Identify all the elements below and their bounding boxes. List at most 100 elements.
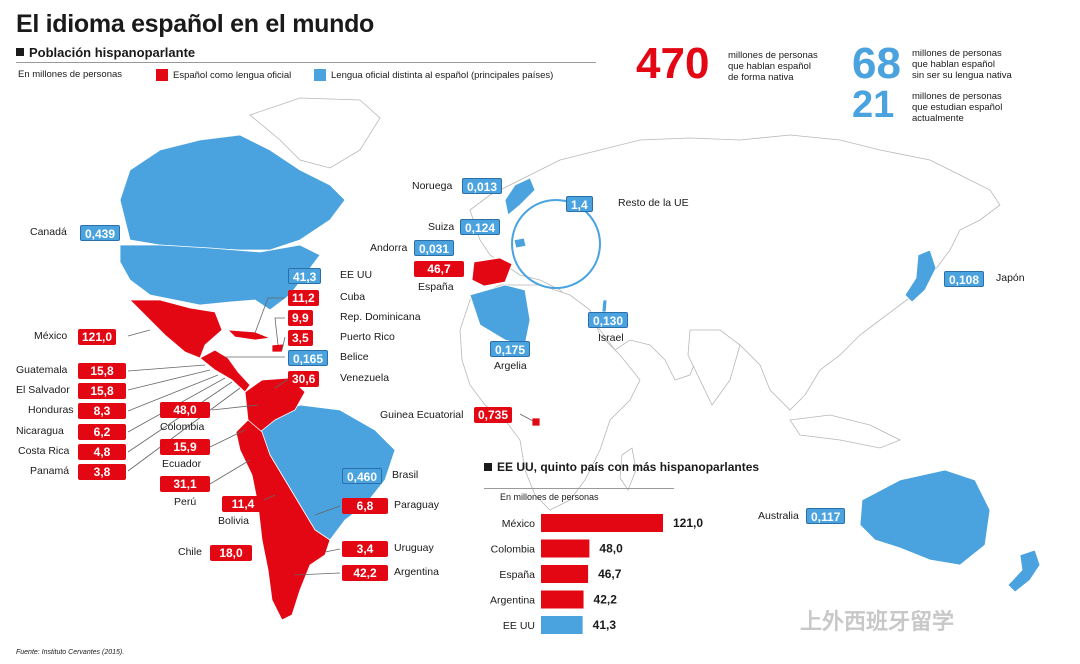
eu-circle (511, 199, 601, 289)
label-espana: España (418, 281, 454, 293)
leader-mexico (127, 329, 151, 337)
label-bolivia: Bolivia (218, 515, 249, 527)
label-australia: Australia (758, 510, 799, 522)
label-ecuador: Ecuador (162, 458, 202, 470)
label-israel: Israel (598, 332, 624, 344)
central-america-shape (199, 349, 251, 393)
value-honduras: 8,3 (78, 403, 126, 419)
value-argentina: 42,2 (342, 565, 388, 581)
equatorial-guinea-shape (531, 417, 541, 427)
andes-south-shape (235, 419, 331, 621)
leader-argentina (294, 572, 341, 576)
value-canada: 0,439 (80, 225, 121, 241)
stat-native-line2: que hablan español (728, 61, 811, 72)
legend-official-text: Español como lengua oficial (173, 69, 292, 81)
stat-nonnative-line2: que hablan español (912, 59, 995, 70)
value-ecuador: 15,9 (160, 439, 210, 455)
switzerland-shape (513, 237, 527, 249)
label-eeuu: EE UU (340, 269, 373, 281)
label-pr: Puerto Rico (340, 331, 395, 343)
value-guinea: 0,735 (474, 407, 513, 423)
value-israel: 0,130 (588, 312, 629, 328)
bar-1 (541, 539, 590, 558)
label-canada: Canadá (30, 226, 67, 238)
value-colombia: 48,0 (160, 402, 210, 418)
value-cuba: 11,2 (288, 290, 319, 306)
value-brasil: 0,460 (342, 468, 383, 484)
bar-0 (541, 514, 663, 532)
bar-3 (541, 590, 584, 609)
leader-colombia (211, 404, 259, 411)
label-guinea: Guinea Ecuatorial (380, 409, 464, 421)
legend-other: Lengua oficial distinta al español (prin… (314, 69, 553, 81)
label-japon: Japón (996, 272, 1025, 284)
value-belice: 0,165 (288, 350, 329, 366)
label-uruguay: Uruguay (394, 542, 434, 554)
value-argelia: 0,175 (490, 341, 531, 357)
value-paraguay: 6,8 (342, 498, 388, 514)
value-el-salvador: 15,8 (78, 383, 126, 399)
spain-shape (471, 257, 513, 287)
label-mexico: México (34, 330, 68, 342)
bar-chart-rule (484, 488, 674, 489)
australia-shape (859, 469, 991, 566)
legend-other-text: Lengua oficial distinta al español (prin… (331, 69, 554, 81)
stat-nonnative-line3: sin ser su lengua nativa (912, 70, 1012, 81)
leader-paraguay (314, 505, 341, 516)
section-subtitle: Población hispanoparlante (16, 45, 195, 60)
stat-students-line2: que estudian español (912, 102, 1003, 113)
value-australia: 0,117 (806, 508, 846, 524)
bar-value-label: 42,2 (594, 593, 618, 607)
label-el-salvador: El Salvador (16, 384, 70, 396)
leader-rd (274, 317, 285, 346)
value-bolivia: 11,4 (222, 496, 264, 512)
bar-value-label: 41,3 (593, 618, 617, 632)
leader-venezuela (274, 377, 291, 389)
stat-students-line3: actualmente (912, 113, 964, 124)
label-paraguay: Paraguay (394, 499, 439, 511)
label-nicaragua: Nicaragua (16, 425, 64, 437)
stat-native-line3: de forma nativa (728, 72, 794, 83)
value-eeuu: 41,3 (288, 268, 322, 284)
source-note: Fuente: Instituto Cervantes (2015). (16, 649, 125, 656)
india-shape (687, 329, 741, 406)
leader-ecuador (209, 429, 246, 448)
label-rd: Rep. Dominicana (340, 311, 421, 323)
stat-native-value: 470 (636, 39, 710, 88)
bar-category-label: México (502, 518, 535, 530)
value-venezuela: 30,6 (288, 371, 320, 387)
label-andorra: Andorra (370, 242, 408, 254)
bar-chart: México 121,0 Colombia 48,0 España 46,7 Argenti… (490, 514, 703, 634)
value-pr: 3,5 (288, 330, 313, 346)
value-mexico: 121,0 (78, 329, 117, 345)
value-rd: 9,9 (288, 310, 313, 326)
label-venezuela: Venezuela (340, 372, 390, 384)
leader-uruguay (324, 548, 341, 553)
bar-category-label: Argentina (490, 595, 535, 607)
japan-shape (904, 249, 937, 303)
stat-students-value: 21 (852, 84, 895, 126)
new-zealand-shape (1007, 549, 1041, 593)
stat-native-line1: millones de personas (728, 50, 818, 61)
cuba-shape (226, 329, 272, 341)
label-suiza: Suiza (428, 221, 455, 233)
mexico-shape (129, 299, 223, 359)
value-nicaragua: 6,2 (78, 424, 126, 440)
value-peru: 31,1 (160, 476, 210, 492)
label-cuba: Cuba (340, 291, 366, 303)
value-noruega: 0,013 (462, 178, 503, 194)
legend-units: En millones de personas (18, 69, 123, 80)
label-costa-rica: Costa Rica (18, 445, 70, 457)
bar-category-label: Colombia (491, 544, 536, 556)
value-uruguay: 3,4 (342, 541, 388, 557)
bar-category-label: España (499, 569, 535, 581)
bar-chart-title: EE UU, quinto país con más hispanoparlan… (484, 460, 759, 474)
leader-guinea (519, 413, 534, 422)
value-costa-rica: 4,8 (78, 444, 126, 460)
stat-native-desc: millones de personas que hablan español … (728, 50, 818, 83)
bar-title-square (484, 463, 492, 471)
legend-blue-swatch (314, 69, 326, 81)
label-noruega: Noruega (412, 180, 453, 192)
label-peru: Perú (174, 496, 197, 508)
